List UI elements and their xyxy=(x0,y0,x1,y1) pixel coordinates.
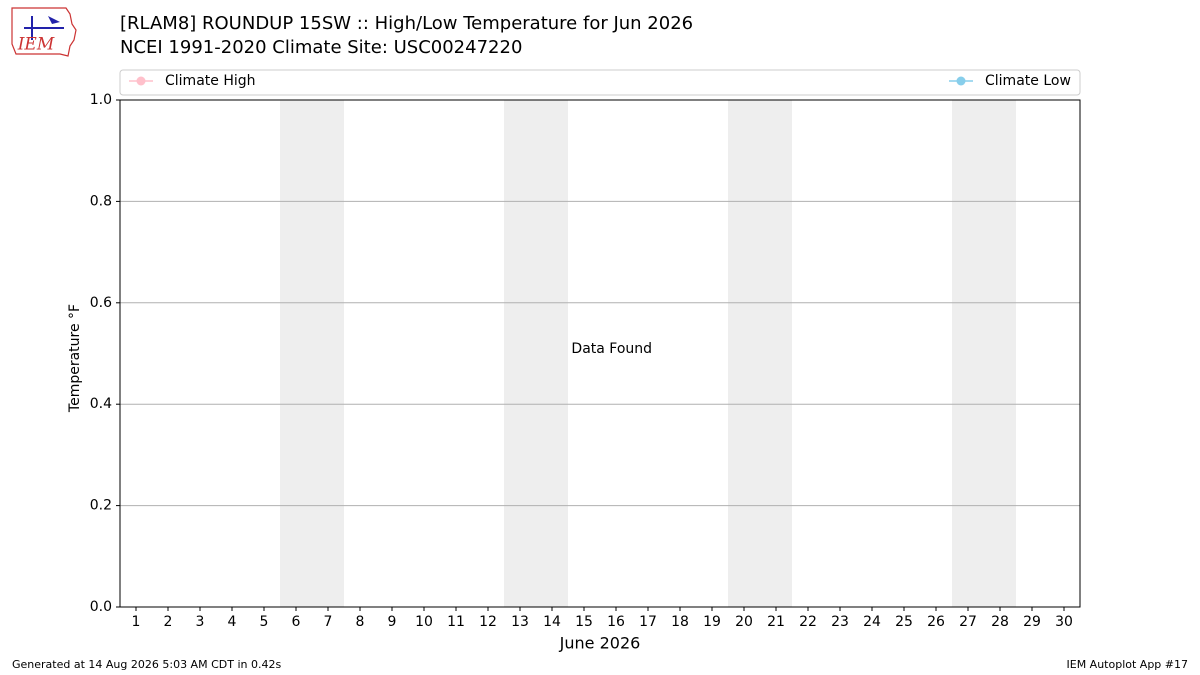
y-tick-label: 0.2 xyxy=(90,498,112,514)
chart-subtitle: NCEI 1991-2020 Climate Site: USC00247220 xyxy=(120,37,522,58)
chart-title: [RLAM8] ROUNDUP 15SW :: High/Low Tempera… xyxy=(120,13,693,34)
x-tick-label: 25 xyxy=(895,614,913,630)
x-tick-label: 15 xyxy=(575,614,593,630)
x-tick-label: 22 xyxy=(799,614,817,630)
weekend-band xyxy=(280,100,344,607)
footer-left: Generated at 14 Aug 2026 5:03 AM CDT in … xyxy=(12,658,281,671)
weekend-band xyxy=(504,100,568,607)
x-tick-label: 30 xyxy=(1055,614,1073,630)
x-tick-label: 13 xyxy=(511,614,529,630)
x-tick-label: 28 xyxy=(991,614,1009,630)
x-tick-label: 11 xyxy=(447,614,465,630)
x-tick-label: 17 xyxy=(639,614,657,630)
x-tick-label: 4 xyxy=(228,614,237,630)
legend-marker xyxy=(136,76,146,86)
weekend-band xyxy=(728,100,792,607)
legend-box xyxy=(119,69,1081,96)
x-tick-label: 6 xyxy=(292,614,301,630)
x-tick-label: 7 xyxy=(324,614,333,630)
x-tick-label: 14 xyxy=(543,614,561,630)
legend-label: Climate High xyxy=(165,73,256,89)
x-tick-label: 5 xyxy=(260,614,269,630)
legend-marker xyxy=(956,76,966,86)
x-tick-label: 8 xyxy=(356,614,365,630)
x-tick-label: 16 xyxy=(607,614,625,630)
annotation: No Data Found xyxy=(548,341,652,357)
y-axis-label: Temperature °F xyxy=(67,304,83,413)
x-tick-label: 21 xyxy=(767,614,785,630)
y-tick-label: 1.0 xyxy=(90,92,112,108)
x-tick-label: 24 xyxy=(863,614,881,630)
x-tick-label: 26 xyxy=(927,614,945,630)
x-tick-label: 10 xyxy=(415,614,433,630)
x-tick-label: 27 xyxy=(959,614,977,630)
x-tick-label: 2 xyxy=(164,614,173,630)
x-axis-label: June 2026 xyxy=(559,634,641,653)
x-tick-label: 19 xyxy=(703,614,721,630)
x-tick-label: 3 xyxy=(196,614,205,630)
y-tick-label: 0.4 xyxy=(90,396,112,412)
x-tick-label: 9 xyxy=(388,614,397,630)
logo-text: IEM xyxy=(17,35,55,55)
footer-right: IEM Autoplot App #17 xyxy=(1067,658,1189,671)
x-tick-label: 12 xyxy=(479,614,497,630)
x-tick-label: 29 xyxy=(1023,614,1041,630)
x-tick-label: 18 xyxy=(671,614,689,630)
weekend-band xyxy=(952,100,1016,607)
x-tick-label: 20 xyxy=(735,614,753,630)
y-tick-label: 0.6 xyxy=(90,295,112,311)
x-tick-label: 23 xyxy=(831,614,849,630)
logo: IEM xyxy=(11,7,77,57)
x-tick-label: 1 xyxy=(132,614,141,630)
plot-frame xyxy=(119,99,1081,608)
y-tick-label: 0.8 xyxy=(90,193,112,209)
y-tick-label: 0.0 xyxy=(90,599,112,615)
legend-label: Climate Low xyxy=(985,73,1071,89)
